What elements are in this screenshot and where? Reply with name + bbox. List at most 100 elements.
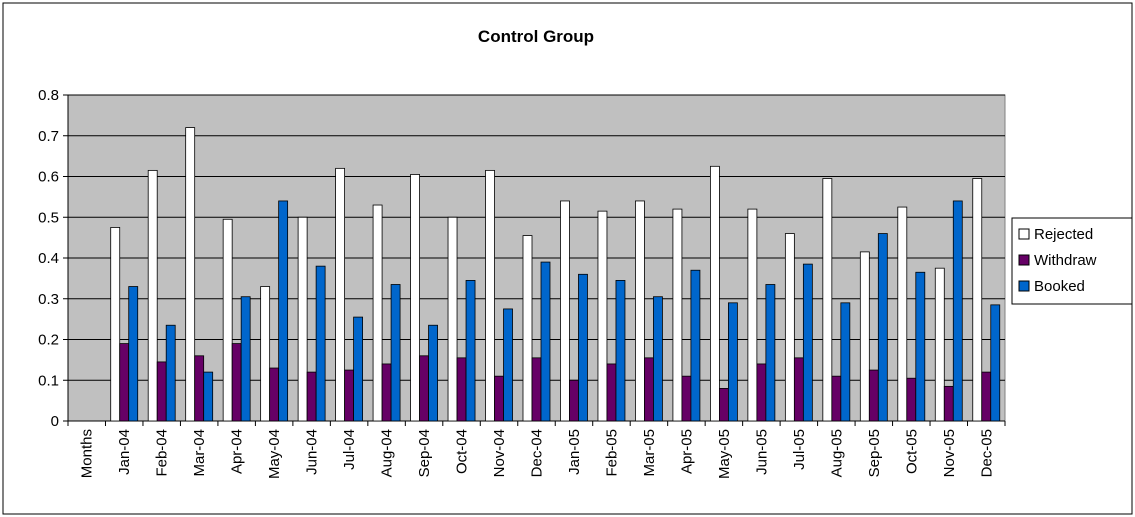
chart-title: Control Group	[478, 27, 594, 46]
y-tick-label: 0	[51, 413, 59, 430]
bar	[802, 263, 813, 422]
legend-label: Booked	[1034, 278, 1085, 295]
bar	[128, 286, 139, 422]
bar	[419, 355, 429, 422]
bar	[147, 169, 158, 422]
legend-swatch	[1018, 254, 1030, 266]
bar	[372, 204, 383, 422]
x-tick-label: Dec-04	[529, 429, 546, 477]
bar	[306, 371, 317, 422]
bar	[906, 377, 917, 422]
y-tick-label: 0.2	[38, 332, 59, 349]
bar	[540, 261, 551, 422]
x-tick-label: Sep-04	[416, 429, 433, 477]
bar	[690, 269, 701, 422]
x-tick-label: May-05	[716, 429, 733, 479]
x-tick-label: Sep-05	[866, 429, 883, 477]
bar	[503, 308, 513, 422]
y-tick-label: 0.3	[38, 291, 59, 308]
x-tick-label: Jun-05	[753, 429, 770, 475]
legend-swatch	[1018, 280, 1030, 292]
x-tick-label: Apr-05	[678, 429, 695, 474]
bar	[615, 280, 626, 422]
x-tick-label: Oct-05	[903, 429, 920, 474]
bar	[597, 210, 608, 422]
bar	[990, 304, 1001, 422]
x-tick-label: Jul-04	[341, 429, 358, 470]
bar	[194, 355, 205, 422]
bar	[222, 218, 233, 422]
bar	[822, 178, 833, 422]
bar	[297, 216, 308, 422]
bar	[635, 200, 645, 422]
x-tick-label: Jan-04	[116, 429, 133, 475]
x-tick-label: Jun-04	[304, 429, 321, 475]
bar	[522, 235, 533, 422]
bar	[447, 216, 458, 422]
bar	[840, 302, 851, 422]
x-tick-label: May-04	[266, 429, 283, 479]
bar	[335, 167, 346, 422]
legend-label: Withdraw	[1034, 252, 1097, 269]
bar	[185, 127, 196, 422]
bar	[934, 267, 945, 422]
bar	[653, 296, 663, 422]
x-tick-label: Jan-05	[566, 429, 583, 475]
bar	[260, 286, 271, 422]
bar	[578, 273, 588, 422]
y-tick-label: 0.8	[38, 87, 59, 104]
x-tick-label: Mar-05	[641, 429, 658, 477]
bar	[156, 361, 167, 422]
x-tick-label: Nov-05	[941, 429, 958, 477]
bar	[119, 343, 130, 422]
x-tick-label: Months	[79, 429, 96, 478]
bar	[606, 363, 617, 422]
bar	[110, 227, 121, 422]
bar	[981, 371, 992, 422]
x-tick-label: Oct-04	[454, 429, 471, 474]
bar	[381, 363, 392, 422]
bar	[428, 324, 438, 422]
y-tick-label: 0.5	[38, 209, 59, 226]
bar	[972, 178, 983, 422]
bar	[344, 369, 355, 422]
y-tick-label: 0.7	[38, 128, 59, 145]
bar	[765, 284, 776, 422]
bar	[240, 296, 251, 422]
bar	[531, 357, 542, 422]
bar	[756, 363, 767, 422]
bar	[859, 251, 870, 422]
legend-label: Rejected	[1034, 226, 1093, 243]
legend-swatch	[1018, 228, 1030, 240]
bar	[644, 357, 654, 422]
x-tick-label: Aug-04	[379, 429, 396, 477]
x-tick-label: Nov-04	[491, 429, 508, 477]
bar	[868, 369, 879, 422]
bar	[719, 387, 729, 422]
legend-box	[1011, 217, 1133, 305]
x-tick-label: Jul-05	[791, 429, 808, 470]
x-tick-label: Apr-04	[229, 429, 246, 474]
bar	[353, 316, 364, 422]
x-tick-label: Mar-04	[191, 429, 208, 477]
bar	[952, 200, 963, 422]
bar	[681, 375, 692, 422]
x-tick-label: Feb-05	[603, 429, 620, 477]
bar	[793, 357, 804, 422]
bar	[485, 169, 495, 422]
x-tick-label: Dec-05	[978, 429, 995, 477]
y-tick-label: 0.6	[38, 169, 59, 186]
bar	[710, 165, 720, 422]
bar	[203, 371, 214, 422]
bar	[728, 302, 738, 422]
bar	[897, 206, 908, 422]
bar	[784, 233, 795, 422]
bar	[465, 280, 476, 422]
bar	[877, 233, 888, 422]
x-tick-label: Feb-04	[154, 429, 171, 477]
bar	[165, 324, 176, 422]
bar	[494, 375, 504, 422]
bar	[560, 200, 570, 422]
bar	[456, 357, 467, 422]
